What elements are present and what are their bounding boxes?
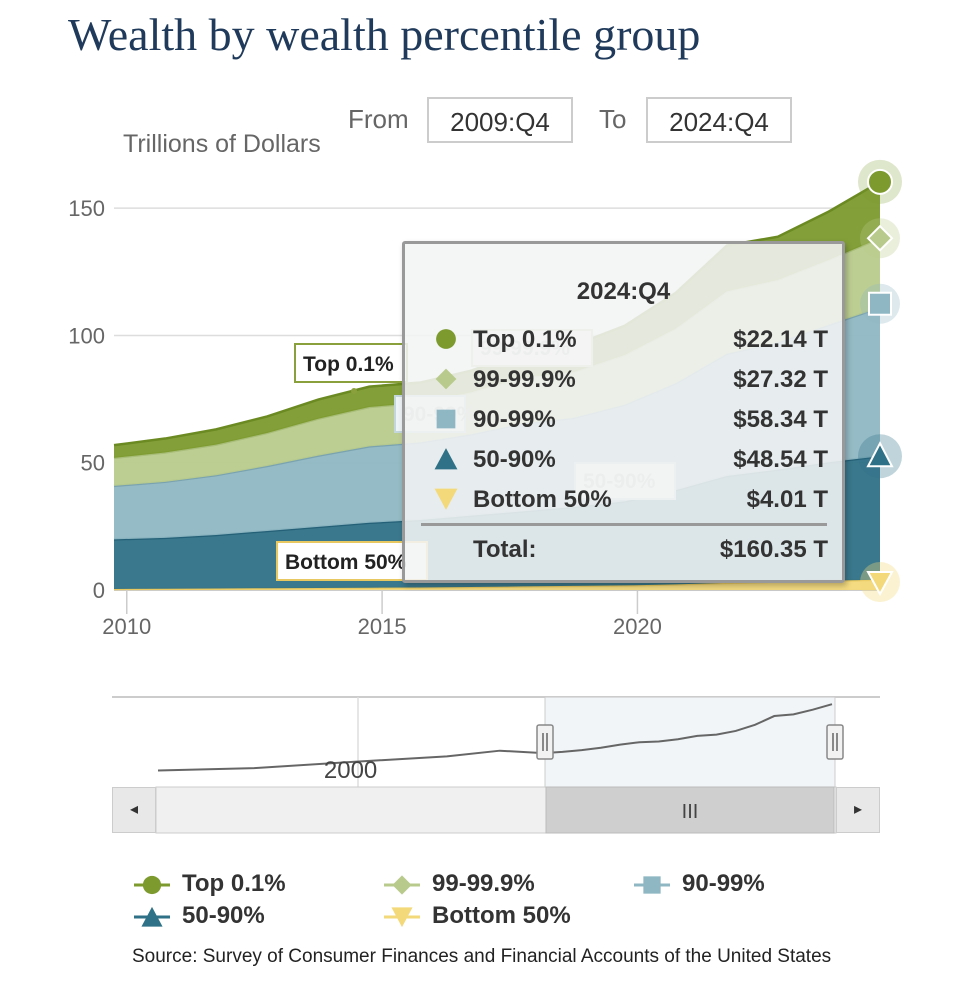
y-tick-label: 0 <box>93 578 105 603</box>
diamond-icon <box>392 875 412 895</box>
legend-label: Top 0.1% <box>182 870 286 897</box>
y-axis-label: Trillions of Dollars <box>123 130 321 158</box>
tooltip-row-value: $27.32 T <box>733 366 828 393</box>
triangle-down-icon <box>391 907 413 928</box>
tooltip-total: Total: $160.35 T <box>473 536 828 564</box>
x-tick-label: 2020 <box>613 614 662 639</box>
legend-label: 50-90% <box>182 902 265 929</box>
end-marker-90-99 <box>868 291 892 316</box>
chart-title: Wealth by wealth percentile group <box>68 9 701 60</box>
diamond-icon <box>384 875 420 895</box>
navigator-x-tick-label: 2000 <box>324 757 377 784</box>
triangle-down-icon <box>384 907 420 928</box>
navigator-left-handle[interactable] <box>536 724 554 760</box>
to-date-input[interactable]: 2024:Q4 <box>646 97 792 143</box>
tooltip-row: Bottom 50% $4.01 T <box>433 486 828 516</box>
circle-icon <box>436 329 456 349</box>
tooltip-row-value: $48.54 T <box>733 446 828 473</box>
legend-label: Bottom 50% <box>432 902 571 929</box>
annotation-top-0-1: Top 0.1% <box>294 343 408 383</box>
circle-icon <box>134 875 170 895</box>
annotation-bottom-50-text: Bottom 50% <box>285 551 407 574</box>
from-date-input[interactable]: 2009:Q4 <box>427 97 573 143</box>
circle-icon <box>142 875 162 895</box>
end-marker-bottom-50 <box>866 571 894 597</box>
triangle-down-icon <box>434 488 458 510</box>
tooltip-row-value: $4.01 T <box>746 486 828 513</box>
x-tick-label: 2015 <box>358 614 407 639</box>
annotation-anchor-dot <box>351 388 357 394</box>
data-tooltip: 2024:Q4 Top 0.1% $22.14 T 99-99.9% $27.32 T… <box>402 241 845 583</box>
triangle-icon <box>141 906 163 927</box>
handle-body <box>826 724 844 760</box>
end-marker-50-90 <box>866 441 894 468</box>
tooltip-separator <box>421 523 827 526</box>
square-icon <box>634 876 670 894</box>
from-label: From <box>348 104 409 134</box>
triangle-icon <box>434 448 458 470</box>
end-marker-99-99-9 <box>866 224 894 252</box>
area-99-99-9 <box>114 238 880 486</box>
scrollbar-grip-label: III <box>682 801 699 823</box>
tooltip-row-value: $22.14 T <box>733 326 828 353</box>
y-tick-label: 150 <box>68 196 105 221</box>
navigator-scroll-right-button[interactable]: ▸ <box>836 787 880 833</box>
tooltip-row-label: Top 0.1% <box>473 326 577 353</box>
navigator-selected-range <box>545 697 835 787</box>
navigator-scroll-left-button[interactable]: ◂ <box>112 787 156 833</box>
annotation-top-0-1-text: Top 0.1% <box>303 353 394 376</box>
navigator-right-handle[interactable] <box>826 724 844 760</box>
navigator-series-line <box>157 703 833 772</box>
to-label: To <box>599 104 627 134</box>
legend-label: 99-99.9% <box>432 870 535 897</box>
navigator-scrollbar-thumb[interactable] <box>545 786 835 834</box>
tooltip-row: 90-99% $58.34 T <box>433 406 828 436</box>
area-bottom-50 <box>114 579 880 590</box>
triangle-icon <box>134 906 170 927</box>
tooltip-row: 50-90% $48.54 T <box>433 446 828 476</box>
tooltip-total-label: Total: <box>473 536 537 563</box>
tooltip-row-label: 90-99% <box>473 406 556 433</box>
tooltip-row: 99-99.9% $27.32 T <box>433 366 828 396</box>
tooltip-row-value: $58.34 T <box>733 406 828 433</box>
tooltip-row-label: 50-90% <box>473 446 556 473</box>
tooltip-header: 2024:Q4 <box>576 278 671 305</box>
y-tick-label: 50 <box>81 451 105 476</box>
square-icon <box>643 876 661 894</box>
legend-label: 90-99% <box>682 870 765 897</box>
tooltip-row-label: Bottom 50% <box>473 486 612 513</box>
square-icon <box>436 409 456 429</box>
end-marker-top-0-1 <box>867 168 893 195</box>
source-note: Source: Survey of Consumer Finances and … <box>132 946 832 967</box>
y-tick-label: 100 <box>68 323 105 348</box>
tooltip-row-label: 99-99.9% <box>473 366 576 393</box>
x-tick-label: 2010 <box>102 614 151 639</box>
tooltip-row: Top 0.1% $22.14 T <box>433 326 828 356</box>
tooltip-total-value: $160.35 T <box>719 536 828 563</box>
diamond-icon <box>435 368 457 390</box>
handle-body <box>536 724 554 760</box>
